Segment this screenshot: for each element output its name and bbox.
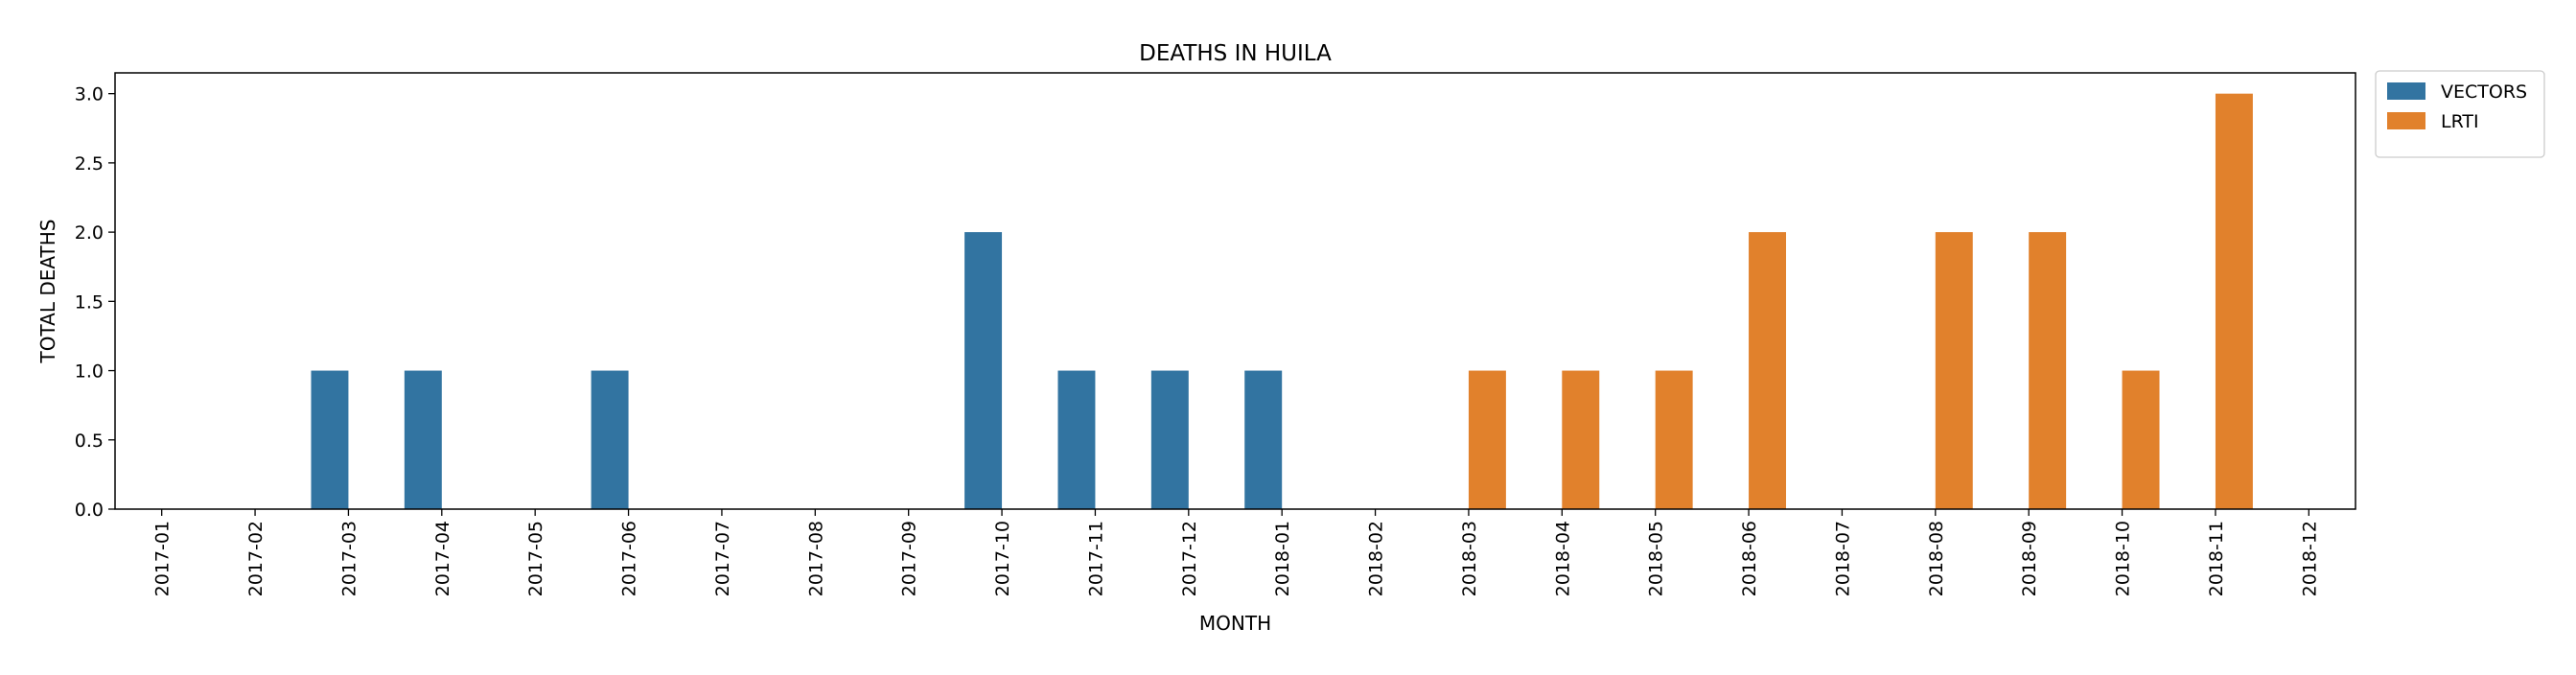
y-tick-label: 3.0	[75, 84, 104, 105]
legend-swatch-vectors	[2387, 82, 2425, 100]
bar-lrti-2018-03	[1468, 370, 1506, 509]
x-tick-label: 2018-08	[1926, 521, 1947, 596]
bar-lrti-2018-11	[2215, 93, 2253, 510]
bar-lrti-2018-10	[2122, 370, 2160, 509]
bar-vectors-2017-04	[404, 370, 442, 509]
bar-lrti-2018-04	[1562, 370, 1600, 509]
bar-lrti-2018-08	[1935, 232, 1973, 509]
x-tick-label: 2018-01	[1272, 521, 1293, 596]
x-tick-label: 2018-05	[1646, 521, 1667, 596]
x-tick-label: 2017-05	[525, 521, 546, 596]
bar-vectors-2017-06	[591, 370, 629, 509]
bar-lrti-2018-09	[2029, 232, 2067, 509]
bar-lrti-2018-06	[1749, 232, 1787, 509]
x-tick-label: 2018-06	[1739, 521, 1760, 596]
x-tick-label: 2018-07	[1832, 521, 1853, 596]
x-tick-label: 2017-02	[245, 521, 267, 596]
legend-label-lrti: LRTI	[2441, 111, 2479, 132]
x-tick-label: 2018-03	[1459, 521, 1480, 596]
y-tick-label: 0.5	[75, 431, 104, 452]
x-tick-label: 2018-04	[1552, 521, 1573, 596]
bar-vectors-2017-11	[1057, 370, 1096, 509]
bars-layer	[311, 93, 2253, 510]
y-tick-label: 0.0	[75, 500, 104, 521]
x-tick-label: 2017-09	[899, 521, 920, 596]
legend-label-vectors: VECTORS	[2441, 81, 2527, 103]
x-axis-label: MONTH	[1199, 612, 1271, 635]
x-tick-label: 2017-03	[338, 521, 360, 596]
x-tick-label: 2017-08	[805, 521, 826, 596]
x-tick-label: 2017-12	[1179, 521, 1200, 596]
y-axis-label: TOTAL DEATHS	[36, 220, 59, 364]
bar-vectors-2017-12	[1150, 370, 1189, 509]
y-tick-label: 1.0	[75, 361, 104, 383]
x-tick-label: 2018-12	[2299, 521, 2320, 596]
y-tick-label: 1.5	[75, 291, 104, 313]
x-tick-label: 2017-11	[1085, 521, 1106, 596]
x-axis: 2017-01 2017-02 2017-03 2017-04 2017-05 2017-…	[152, 509, 2320, 596]
x-tick-label: 2018-09	[2019, 521, 2040, 596]
chart-title: DEATHS IN HUILA	[1139, 41, 1332, 66]
y-tick-label: 2.5	[75, 153, 104, 175]
x-tick-label: 2017-10	[992, 521, 1013, 596]
x-tick-label: 2017-01	[152, 521, 174, 596]
x-tick-label: 2018-02	[1366, 521, 1387, 596]
x-tick-label: 2017-04	[432, 521, 453, 596]
x-tick-label: 2018-10	[2113, 521, 2134, 596]
bar-vectors-2018-01	[1244, 370, 1283, 509]
bar-vectors-2017-10	[964, 232, 1003, 509]
x-tick-label: 2017-07	[712, 521, 733, 596]
y-axis: 0.0 0.5 1.0 1.5 2.0 2.5 3.0	[75, 84, 115, 521]
legend: VECTORS LRTI	[2375, 70, 2545, 158]
bar-vectors-2017-03	[311, 370, 349, 509]
x-tick-label: 2017-06	[619, 521, 640, 596]
y-tick-label: 2.0	[75, 222, 104, 244]
bar-lrti-2018-05	[1655, 370, 1693, 509]
x-tick-label: 2018-11	[2206, 521, 2227, 596]
legend-swatch-lrti	[2387, 112, 2425, 129]
plot-frame	[114, 72, 2356, 510]
